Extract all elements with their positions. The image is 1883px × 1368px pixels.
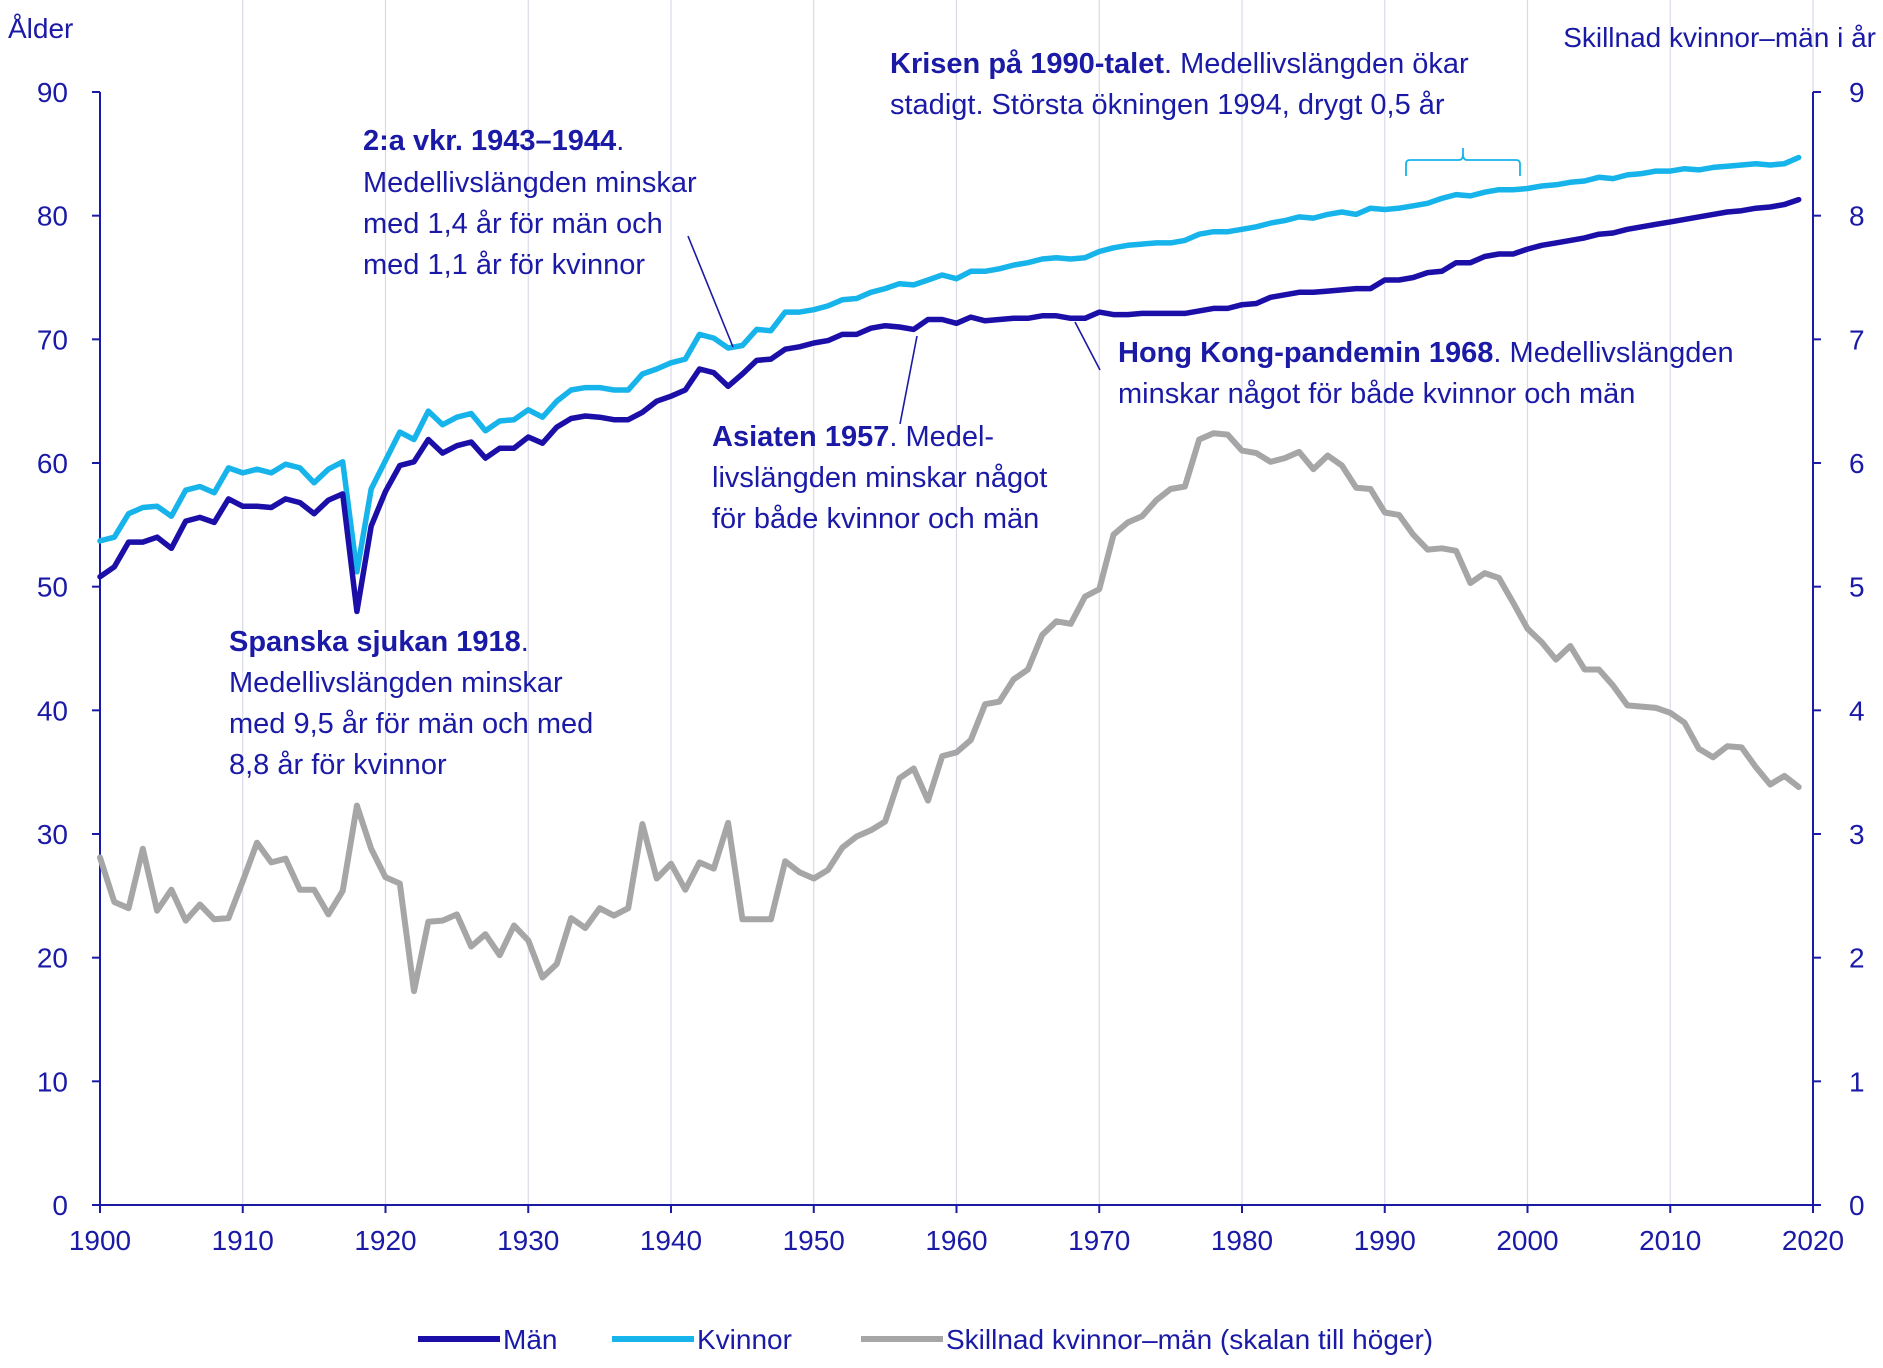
x-tick-1940: 1940 [640, 1225, 702, 1256]
pointer-hongkong [1074, 321, 1101, 371]
gridlines [242, 0, 1814, 1205]
annotation-ww2-line-3: med 1,1 år för kvinnor [363, 249, 645, 281]
series-line-diff [97, 430, 1802, 995]
left-y-tick-labels: 0 10 20 30 40 50 60 70 80 90 [37, 77, 68, 1221]
x-tick-1950: 1950 [783, 1225, 845, 1256]
x-tick-labels: 1900 1910 1920 1930 1940 1950 1960 1970 1980 1990… [69, 1225, 1844, 1256]
annotation-krisen-line-1: stadigt. Största ökningen 1994, drygt 0,… [890, 89, 1445, 121]
right-y-tick-labels: 0 1 2 3 4 5 6 7 8 9 [1849, 77, 1865, 1221]
annotation-krisen: Krisen på 1990-talet. Medellivslängden ö… [890, 48, 1477, 121]
left-y-tick-70: 70 [37, 324, 68, 355]
right-y-tick-5: 5 [1849, 572, 1865, 603]
annotation-hongkong-punct: . Medellivslängden [1493, 337, 1733, 369]
annotation-spanska-sjukan-title: Spanska sjukan 1918 [229, 626, 521, 658]
x-tick-1920: 1920 [354, 1225, 416, 1256]
annotation-ww2-punct: . [616, 125, 624, 157]
legend: Män Kvinnor Skillnad kvinnor–män (skalan… [418, 1324, 1433, 1355]
x-tick-1980: 1980 [1211, 1225, 1273, 1256]
annotation-spanska-sjukan-line-3: 8,8 år för kvinnor [229, 749, 447, 781]
right-y-tick-6: 6 [1849, 448, 1865, 479]
right-y-tick-4: 4 [1849, 695, 1865, 726]
left-y-tick-30: 30 [37, 819, 68, 850]
crisis-bracket [1405, 148, 1521, 176]
annotation-asiaten-line-1: livslängden minskar något [712, 462, 1047, 494]
annotation-spanska-sjukan: Spanska sjukan 1918. Medellivslängden mi… [229, 626, 601, 781]
x-tick-1900: 1900 [69, 1225, 131, 1256]
right-y-tick-8: 8 [1849, 201, 1865, 232]
right-y-tick-7: 7 [1849, 324, 1865, 355]
axes [92, 91, 1821, 1213]
legend-label-men: Män [503, 1324, 557, 1355]
annotation-spanska-sjukan-line-1: Medellivslängden minskar [229, 667, 563, 699]
left-y-tick-40: 40 [37, 695, 68, 726]
right-y-tick-1: 1 [1849, 1066, 1865, 1097]
legend-label-diff: Skillnad kvinnor–män (skalan till höger) [946, 1324, 1433, 1355]
pointer-asiaten [899, 335, 918, 425]
x-tick-1910: 1910 [212, 1225, 274, 1256]
x-tick-1930: 1930 [497, 1225, 559, 1256]
left-axis-title: Ålder [8, 13, 73, 44]
annotation-krisen-punct: . Medellivslängden ökar [1164, 48, 1469, 80]
left-y-tick-80: 80 [37, 201, 68, 232]
x-tick-1990: 1990 [1354, 1225, 1416, 1256]
annotation-ww2-line-1: Medellivslängden minskar [363, 167, 697, 199]
x-tick-1970: 1970 [1068, 1225, 1130, 1256]
annotation-asiaten-title: Asiaten 1957 [712, 421, 889, 453]
left-y-tick-20: 20 [37, 943, 68, 974]
right-axis-title: Skillnad kvinnor–män i år [1563, 22, 1876, 53]
annotation-hongkong: Hong Kong-pandemin 1968. Medellivslängde… [1118, 337, 1742, 410]
left-y-tick-10: 10 [37, 1066, 68, 1097]
annotation-hongkong-line-1: minskar något för både kvinnor och män [1118, 378, 1635, 410]
series-line-men [97, 196, 1802, 615]
x-tick-2020: 2020 [1782, 1225, 1844, 1256]
series-line-women [97, 154, 1802, 575]
annotation-ww2: 2:a vkr. 1943–1944. Medellivslängden min… [363, 125, 705, 281]
x-tick-2010: 2010 [1639, 1225, 1701, 1256]
annotation-hongkong-title: Hong Kong-pandemin 1968 [1118, 337, 1493, 369]
x-tick-1960: 1960 [925, 1225, 987, 1256]
legend-label-women: Kvinnor [697, 1324, 792, 1355]
annotation-spanska-sjukan-line-2: med 9,5 år för män och med [229, 708, 593, 740]
x-tick-2000: 2000 [1496, 1225, 1558, 1256]
annotation-asiaten-line-2: för både kvinnor och män [712, 503, 1039, 535]
annotation-krisen-title: Krisen på 1990-talet [890, 48, 1164, 80]
annotation-asiaten: Asiaten 1957. Medel- livslängden minskar… [712, 421, 1055, 535]
annotation-ww2-line-2: med 1,4 år för män och [363, 208, 663, 240]
pointer-ww2 [687, 235, 734, 348]
left-y-tick-0: 0 [52, 1190, 68, 1221]
left-y-tick-60: 60 [37, 448, 68, 479]
right-y-tick-3: 3 [1849, 819, 1865, 850]
annotation-spanska-sjukan-punct: . [521, 626, 529, 658]
left-y-tick-90: 90 [37, 77, 68, 108]
right-y-tick-9: 9 [1849, 77, 1865, 108]
left-y-tick-50: 50 [37, 572, 68, 603]
annotation-pointers [687, 235, 1101, 425]
annotation-asiaten-punct: . Medel- [889, 421, 994, 453]
right-y-tick-2: 2 [1849, 943, 1865, 974]
annotation-ww2-title: 2:a vkr. 1943–1944 [363, 125, 616, 157]
right-y-tick-0: 0 [1849, 1190, 1865, 1221]
series-lines [97, 154, 1802, 995]
